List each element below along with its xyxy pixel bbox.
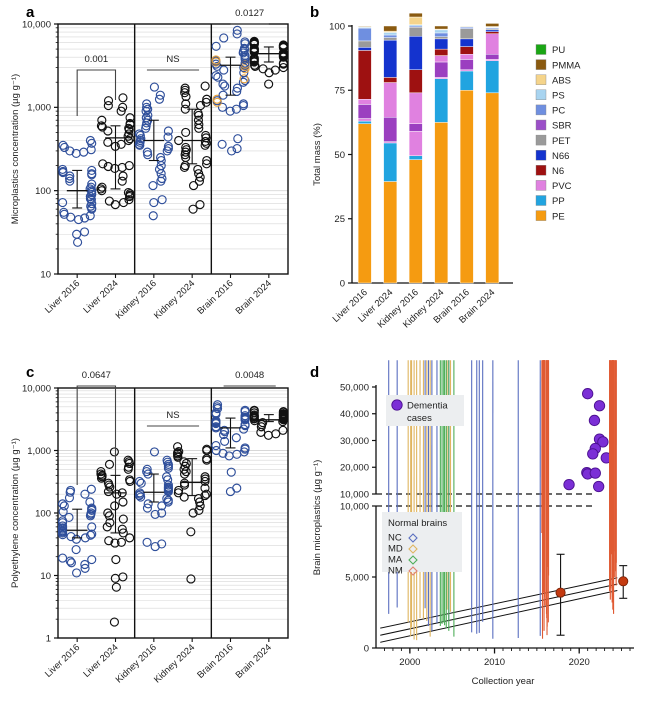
svg-text:1: 1 [46, 633, 51, 644]
svg-text:ABS: ABS [552, 75, 571, 86]
svg-text:Liver 2024: Liver 2024 [81, 278, 120, 315]
svg-text:Collection year: Collection year [472, 676, 535, 687]
svg-text:10: 10 [40, 269, 51, 280]
panel-a: a 10 100 1,000 10,000 Microplastics concentr… [0, 0, 300, 360]
svg-text:MA: MA [388, 555, 403, 566]
svg-text:Liver 2016: Liver 2016 [43, 278, 82, 315]
svg-text:Brain 2016: Brain 2016 [195, 642, 235, 680]
svg-text:0: 0 [340, 278, 345, 289]
svg-text:MD: MD [388, 544, 403, 555]
svg-text:0.0048: 0.0048 [235, 370, 264, 381]
svg-text:Brain microplastics (µg g⁻¹): Brain microplastics (µg g⁻¹) [312, 460, 323, 576]
svg-text:Normal brains: Normal brains [388, 518, 447, 529]
svg-text:NS: NS [166, 54, 179, 65]
svg-text:NS: NS [166, 410, 179, 421]
svg-text:100: 100 [329, 21, 345, 32]
svg-text:100: 100 [35, 508, 51, 519]
panel-d-chart: 10,000 20,000 30,000 40,000 50,000 0 5,000 10,0… [312, 360, 634, 687]
svg-text:50: 50 [334, 150, 345, 161]
svg-text:Total mass (%): Total mass (%) [312, 123, 323, 186]
svg-text:0: 0 [364, 643, 369, 654]
svg-text:50,000: 50,000 [340, 382, 369, 393]
svg-text:Liver 2024: Liver 2024 [81, 642, 120, 679]
svg-text:PP: PP [552, 196, 565, 207]
svg-text:NM: NM [388, 566, 403, 577]
svg-text:40,000: 40,000 [340, 409, 369, 420]
svg-text:0.001: 0.001 [84, 54, 108, 65]
svg-text:10,000: 10,000 [22, 19, 51, 30]
svg-text:0.0647: 0.0647 [82, 370, 111, 381]
svg-text:N6: N6 [552, 166, 564, 177]
svg-text:0.0127: 0.0127 [235, 8, 264, 19]
svg-text:PVC: PVC [552, 181, 572, 192]
svg-text:25: 25 [334, 214, 345, 225]
svg-text:Brain 2024: Brain 2024 [233, 642, 273, 680]
svg-text:PMMA: PMMA [552, 60, 581, 71]
svg-text:Microplastics concentration (µ: Microplastics concentration (µg g⁻¹) [10, 74, 21, 224]
svg-text:100: 100 [35, 186, 51, 197]
svg-text:Brain 2016: Brain 2016 [195, 278, 235, 316]
svg-text:2020: 2020 [569, 657, 590, 668]
svg-text:10,000: 10,000 [340, 489, 369, 500]
panel-b: b 0 25 50 75 100 Total mass (%) Liver 2016 Live… [300, 0, 660, 360]
svg-text:1,000: 1,000 [27, 103, 51, 114]
svg-text:20,000: 20,000 [340, 463, 369, 474]
svg-text:cases: cases [407, 413, 432, 424]
svg-text:NC: NC [388, 533, 402, 544]
svg-text:5,000: 5,000 [345, 572, 369, 583]
svg-text:2010: 2010 [484, 657, 505, 668]
svg-text:PU: PU [552, 45, 565, 56]
svg-text:10,000: 10,000 [22, 383, 51, 394]
panel-d: d 10,000 20,000 30,000 40,000 50,000 0 5,000 10… [300, 360, 660, 721]
panel-a-label: a [26, 4, 35, 21]
panel-c-label: c [26, 364, 35, 381]
svg-text:Kidney 2024: Kidney 2024 [152, 642, 197, 685]
svg-text:Liver 2016: Liver 2016 [43, 642, 82, 679]
svg-text:SBR: SBR [552, 121, 572, 132]
panel-d-label: d [310, 364, 320, 381]
svg-text:Kidney 2024: Kidney 2024 [152, 278, 197, 321]
panel-c-chart: 1 10 100 1,000 10,000 Polyethylene concentrat… [10, 370, 289, 685]
svg-text:PET: PET [552, 136, 571, 147]
svg-text:30,000: 30,000 [340, 436, 369, 447]
svg-text:75: 75 [334, 86, 345, 97]
panel-b-label: b [310, 4, 320, 21]
panel-c: c 1 10 100 1,000 10,000 Polyethylene concentr… [0, 360, 300, 721]
svg-text:PS: PS [552, 91, 565, 102]
svg-text:1,000: 1,000 [27, 446, 51, 457]
svg-text:PE: PE [552, 211, 565, 222]
svg-text:Polyethylene concentration (µg: Polyethylene concentration (µg g⁻¹) [10, 438, 21, 588]
svg-text:10,000: 10,000 [340, 501, 369, 512]
svg-text:Brain 2024: Brain 2024 [233, 278, 273, 316]
svg-text:2000: 2000 [399, 657, 420, 668]
svg-text:Dementia: Dementia [407, 401, 448, 412]
panel-a-chart: 10 100 1,000 10,000 Microplastics concentrat… [10, 8, 289, 321]
svg-text:PC: PC [552, 106, 565, 117]
svg-text:10: 10 [40, 571, 51, 582]
svg-text:N66: N66 [552, 151, 569, 162]
